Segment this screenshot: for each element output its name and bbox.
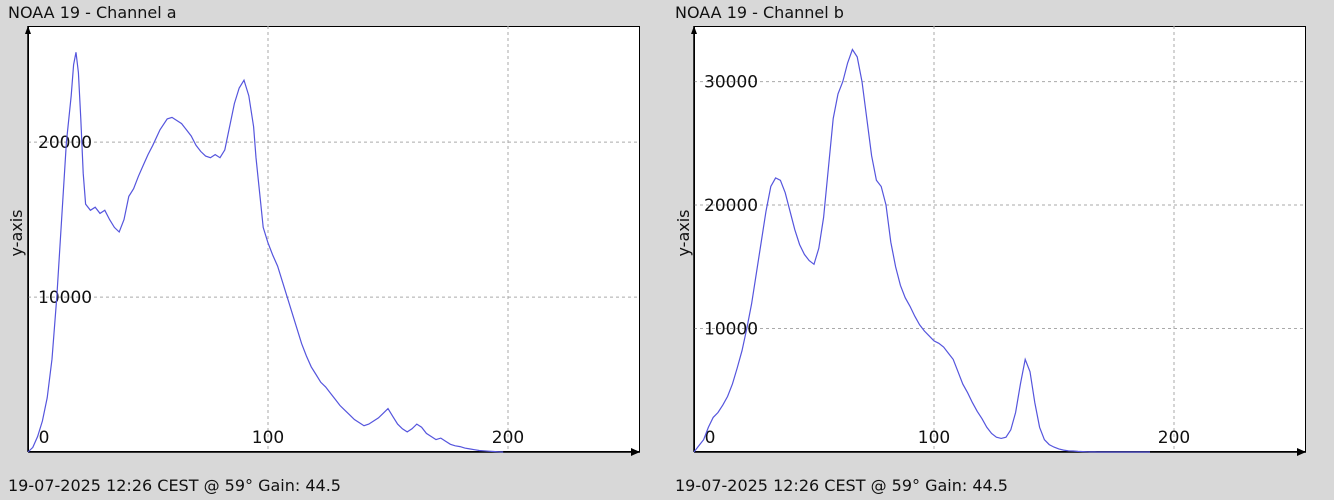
plot-area (694, 26, 1306, 452)
x-tick-label: 200 (492, 428, 524, 448)
x-axis-arrow (631, 448, 640, 456)
x-tick-label: 100 (252, 428, 284, 448)
chart-svg-a: 0 100 200 10000 20000 y-axis (7, 26, 640, 456)
y-tick-label: 20000 (38, 133, 92, 153)
x-tick-label: 100 (918, 428, 950, 448)
y-tick-label: 10000 (704, 320, 758, 340)
y-tick-label: 30000 (704, 73, 758, 93)
chart-panel-b: NOAA 19 - Channel b 0 100 200 10000 20000 300… (667, 0, 1334, 500)
chart-svg-b: 0 100 200 10000 20000 30000 y-axis (674, 26, 1306, 456)
chart-footer: 19-07-2025 12:26 CEST @ 59° Gain: 44.5 (8, 476, 341, 495)
y-tick-label: 20000 (704, 196, 758, 216)
y-axis-arrow (25, 26, 31, 34)
x-tick-label: 0 (39, 428, 50, 448)
chart-title: NOAA 19 - Channel b (675, 3, 844, 22)
chart-footer: 19-07-2025 12:26 CEST @ 59° Gain: 44.5 (675, 476, 1008, 495)
plot-area (28, 26, 640, 452)
y-axis-title: y-axis (7, 209, 26, 256)
series-line (27, 52, 504, 453)
y-tick-label: 10000 (38, 288, 92, 308)
chart-panel-a: NOAA 19 - Channel a 0 100 200 10000 20000 y-a… (7, 3, 640, 495)
series-line (693, 48, 1150, 453)
chart-title: NOAA 19 - Channel a (8, 3, 177, 22)
y-axis-title: y-axis (674, 209, 693, 256)
x-axis-arrow (1297, 448, 1306, 456)
x-tick-label: 200 (1158, 428, 1190, 448)
y-axis-arrow (691, 26, 697, 34)
x-tick-label: 0 (705, 428, 716, 448)
